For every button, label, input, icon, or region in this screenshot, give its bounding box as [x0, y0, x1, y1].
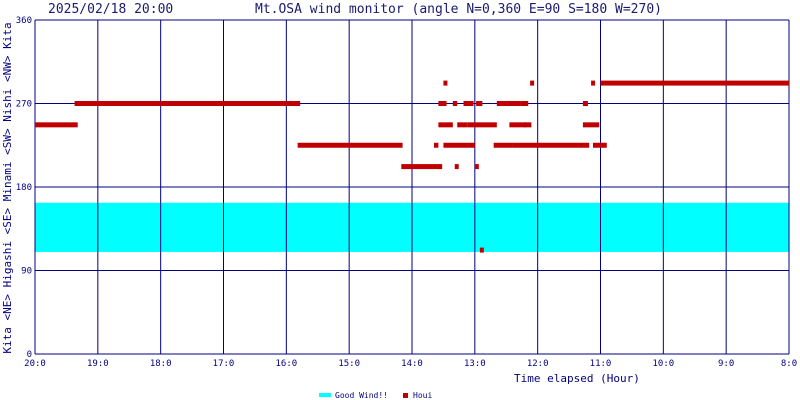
houi-mark — [493, 142, 513, 148]
y-tick-label: 180 — [16, 183, 32, 193]
houi-mark — [479, 247, 484, 253]
x-tick-label: 9:0 — [718, 359, 734, 369]
houi-mark — [592, 142, 607, 148]
x-tick-label: 17:0 — [213, 359, 235, 369]
houi-mark — [463, 101, 474, 106]
chart-title: Mt.OSA wind monitor (angle N=0,360 E=90 … — [255, 2, 662, 17]
y-tick-label: 360 — [16, 16, 32, 26]
houi-mark — [467, 122, 497, 128]
houi-mark — [496, 101, 521, 106]
y-tick-label: 0 — [27, 350, 32, 360]
x-tick-label: 20:0 — [24, 359, 46, 369]
legend-swatch-houi — [403, 393, 408, 398]
houi-mark — [297, 142, 403, 148]
houi-mark — [530, 80, 535, 86]
legend-label-houi: Houi — [413, 391, 432, 400]
y-tick-label: 90 — [21, 267, 32, 277]
houi-mark — [591, 80, 596, 86]
houi-mark — [512, 142, 590, 148]
x-axis-label: Time elapsed (Hour) — [514, 372, 640, 385]
houi-mark — [443, 142, 475, 148]
y-tick-label: 270 — [16, 100, 32, 110]
houi-mark — [476, 101, 483, 106]
legend-swatch-good-wind — [319, 393, 331, 397]
x-tick-label: 16:0 — [275, 359, 297, 369]
x-tick-label: 10:0 — [652, 359, 674, 369]
legend-label-good-wind: Good Wind!! — [335, 391, 388, 400]
houi-mark — [454, 164, 459, 170]
houi-mark — [520, 101, 529, 106]
timestamp: 2025/02/18 20:00 — [48, 2, 173, 17]
x-tick-label: 12:0 — [527, 359, 549, 369]
houi-mark — [582, 101, 588, 106]
houi-mark — [443, 80, 448, 86]
x-tick-label: 8:0 — [781, 359, 797, 369]
houi-mark — [452, 101, 458, 106]
houi-mark — [35, 122, 78, 128]
y-axis-label: Kita <NE> Higashi <SE> Minami <SW> Nishi… — [1, 22, 14, 353]
legend: Good Wind!! Houi — [319, 391, 432, 400]
houi-mark — [433, 142, 439, 148]
houi-mark — [438, 122, 453, 128]
houi-mark — [582, 122, 600, 128]
x-tick-label: 19:0 — [87, 359, 109, 369]
x-tick-label: 11:0 — [590, 359, 612, 369]
x-tick-label: 15:0 — [338, 359, 360, 369]
houi-mark — [474, 164, 479, 170]
houi-mark — [457, 122, 468, 128]
x-tick-label: 14:0 — [401, 359, 423, 369]
x-tick-label: 13:0 — [464, 359, 486, 369]
houi-mark — [523, 122, 532, 128]
houi-mark — [401, 164, 443, 170]
houi-mark — [438, 101, 447, 106]
x-tick-label: 18:0 — [150, 359, 172, 369]
houi-mark — [600, 80, 789, 86]
houi-mark — [509, 122, 527, 128]
houi-mark — [74, 101, 301, 106]
